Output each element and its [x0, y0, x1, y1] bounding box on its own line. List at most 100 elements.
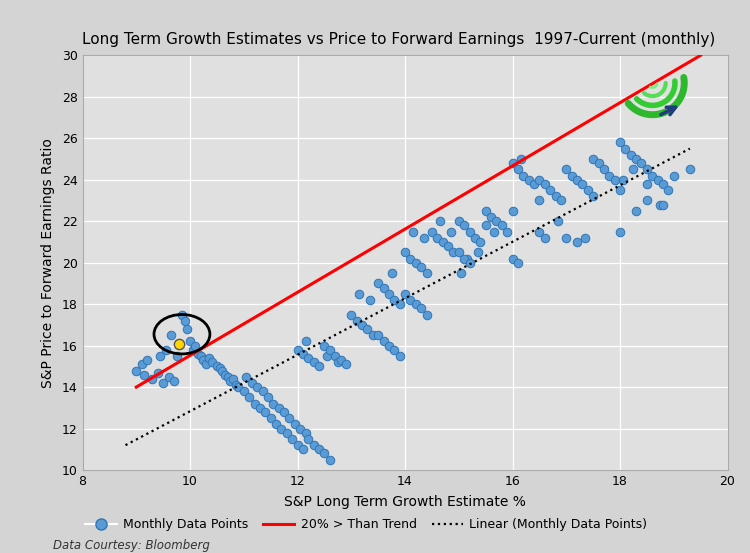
Point [654, 200, 666, 209]
Point [608, 175, 620, 184]
Point [582, 186, 594, 195]
Point [514, 154, 526, 164]
Point [146, 374, 158, 383]
Point [265, 414, 277, 422]
Point [544, 186, 556, 195]
Point [630, 206, 642, 215]
Point [262, 393, 274, 402]
Point [603, 171, 615, 180]
Point [421, 269, 433, 278]
Point [230, 380, 242, 389]
Point [294, 424, 306, 433]
Point [436, 238, 448, 247]
Point [284, 414, 296, 422]
Point [340, 360, 352, 369]
Point [533, 175, 545, 184]
Point [248, 399, 260, 408]
Point [182, 325, 194, 333]
Point [616, 175, 628, 184]
Point [350, 316, 363, 325]
Point [668, 171, 680, 180]
Point [657, 200, 669, 209]
Point [160, 345, 172, 354]
Point [394, 300, 406, 309]
Point [152, 368, 164, 377]
Point [377, 283, 389, 292]
Point [364, 295, 376, 304]
Point [165, 331, 177, 340]
Point [260, 408, 272, 416]
Point [640, 196, 652, 205]
Point [421, 310, 433, 319]
Point [202, 354, 214, 363]
Point [458, 221, 470, 230]
Point [297, 349, 309, 358]
Point [625, 150, 637, 159]
Point [399, 289, 411, 298]
Point [243, 393, 255, 402]
Point [447, 248, 459, 257]
Point [299, 428, 311, 437]
Point [329, 352, 341, 361]
Point [136, 360, 148, 369]
Point [173, 339, 185, 348]
Point [195, 352, 207, 361]
Point [646, 171, 658, 180]
Point [455, 269, 467, 278]
Point [550, 192, 562, 201]
Point [662, 186, 674, 195]
Point [630, 154, 642, 164]
Point [652, 175, 664, 184]
Point [657, 179, 669, 188]
Point [356, 320, 368, 329]
Point [490, 217, 502, 226]
Point [506, 206, 518, 215]
Point [222, 372, 234, 381]
Point [488, 227, 500, 236]
Point [206, 358, 218, 367]
Point [528, 179, 540, 188]
Point [533, 196, 545, 205]
Point [592, 159, 604, 168]
Point [256, 387, 268, 396]
Point [246, 379, 258, 388]
Point [273, 403, 285, 412]
Point [353, 289, 365, 298]
Point [163, 372, 175, 381]
Point [469, 233, 481, 242]
Point [404, 295, 416, 304]
Point [308, 358, 320, 367]
Text: Long Term Growth Estimates vs Price to Forward Earnings  1997-Current (monthly): Long Term Growth Estimates vs Price to F… [82, 32, 716, 47]
Point [297, 445, 309, 453]
Point [512, 165, 524, 174]
Point [170, 352, 182, 361]
Point [388, 345, 400, 354]
Point [289, 420, 301, 429]
Point [130, 366, 142, 375]
Point [579, 233, 591, 242]
Point [506, 159, 518, 168]
Point [453, 217, 465, 226]
Point [620, 144, 632, 153]
X-axis label: S&P Long Term Growth Estimate %: S&P Long Term Growth Estimate % [284, 495, 526, 509]
Point [587, 192, 599, 201]
Text: Data Courtesy: Bloomberg: Data Courtesy: Bloomberg [53, 539, 209, 551]
Point [302, 435, 314, 444]
Point [302, 354, 314, 363]
Point [598, 165, 610, 174]
Point [321, 352, 333, 361]
Point [426, 227, 438, 236]
Point [431, 233, 443, 242]
Point [308, 441, 320, 450]
Point [684, 165, 696, 174]
Point [187, 345, 199, 354]
Point [299, 337, 311, 346]
Point [200, 360, 212, 369]
Point [216, 366, 228, 375]
Point [474, 238, 486, 247]
Point [141, 356, 153, 364]
Point [628, 165, 640, 174]
Point [614, 186, 626, 195]
Point [614, 138, 626, 147]
Point [458, 254, 470, 263]
